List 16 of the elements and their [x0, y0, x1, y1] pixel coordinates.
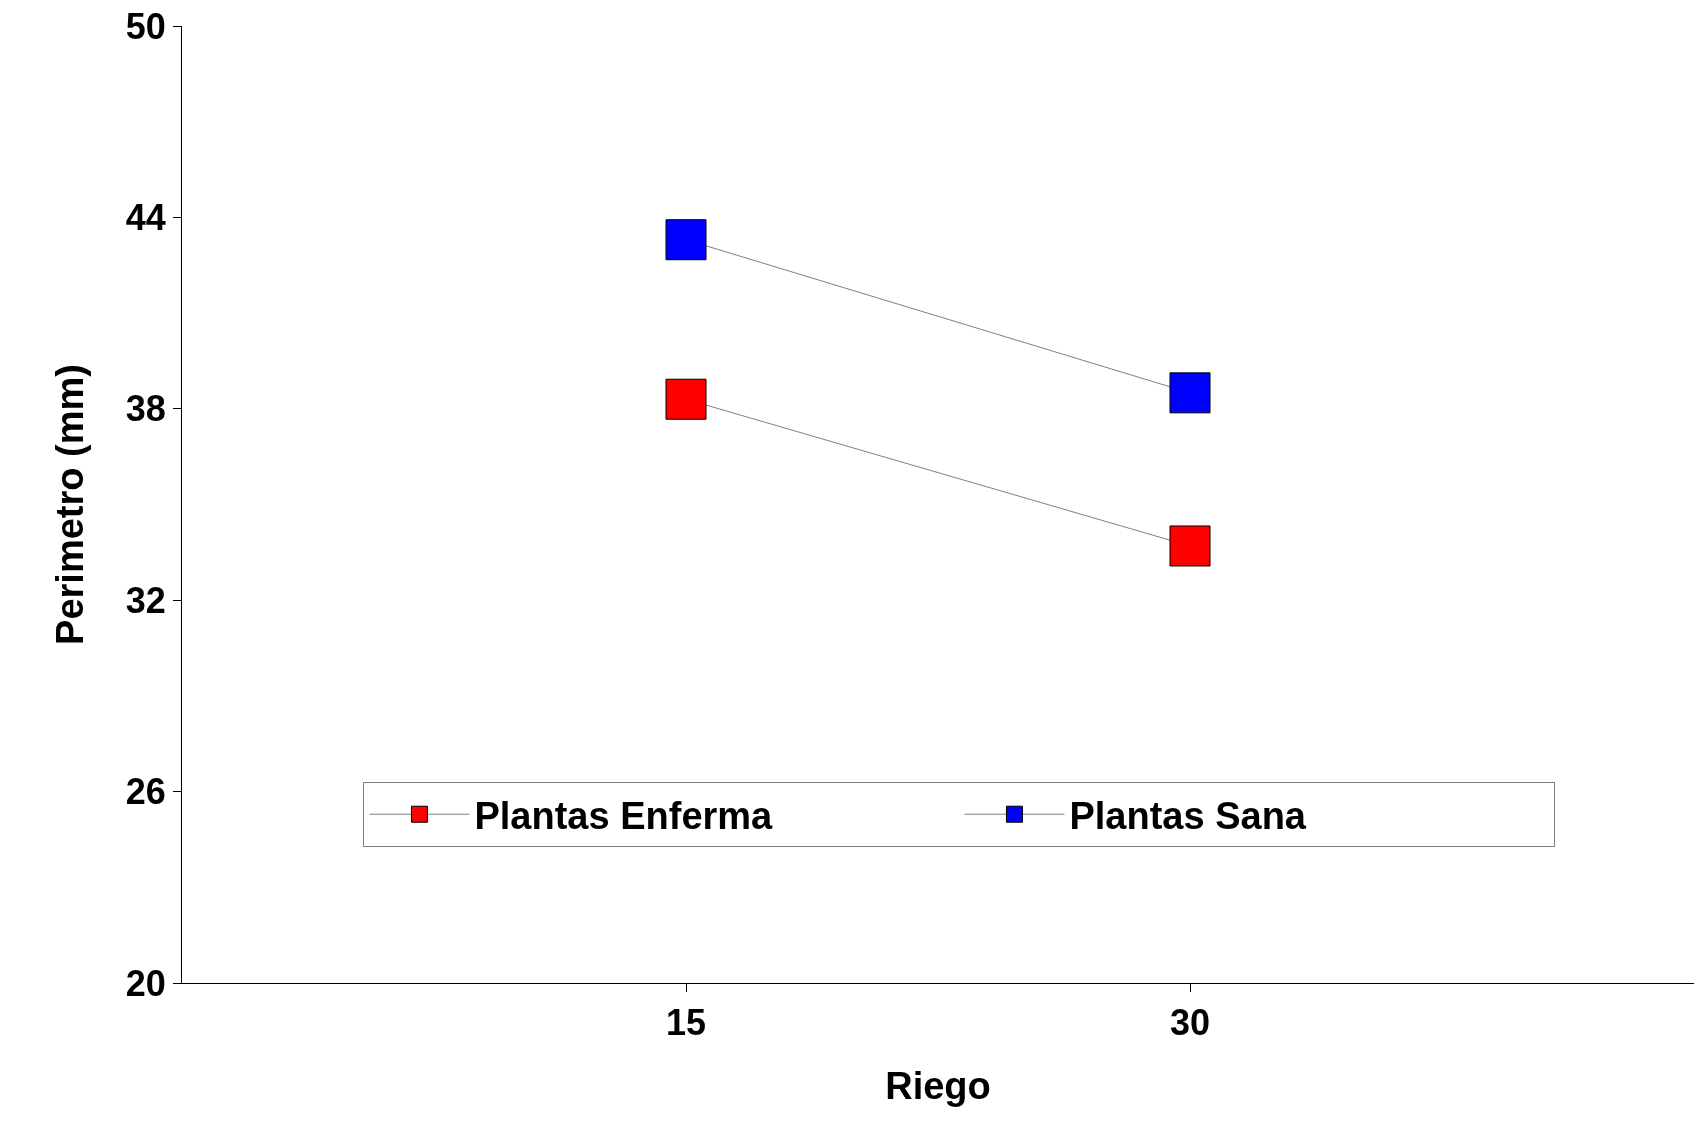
y-tick-label: 38 — [125, 388, 166, 430]
point — [1169, 372, 1211, 414]
y-axis-title: Perimetro (mm) — [48, 364, 91, 645]
y-tick-label: 26 — [125, 771, 166, 813]
x-axis-title: Riego — [885, 1065, 991, 1108]
x-tick-label: 30 — [1169, 1002, 1211, 1044]
y-tick-label: 32 — [125, 579, 166, 621]
y-tick-label: 50 — [125, 5, 166, 47]
y-tick-label: 20 — [125, 962, 166, 1004]
legend-label: Plantas Sana — [1069, 795, 1307, 838]
point — [665, 219, 707, 261]
point — [665, 378, 707, 420]
legend-label: Plantas Enferma — [474, 795, 774, 838]
x-tick-label: 15 — [665, 1002, 707, 1044]
point — [1169, 525, 1211, 567]
y-tick-label: 44 — [125, 197, 166, 238]
